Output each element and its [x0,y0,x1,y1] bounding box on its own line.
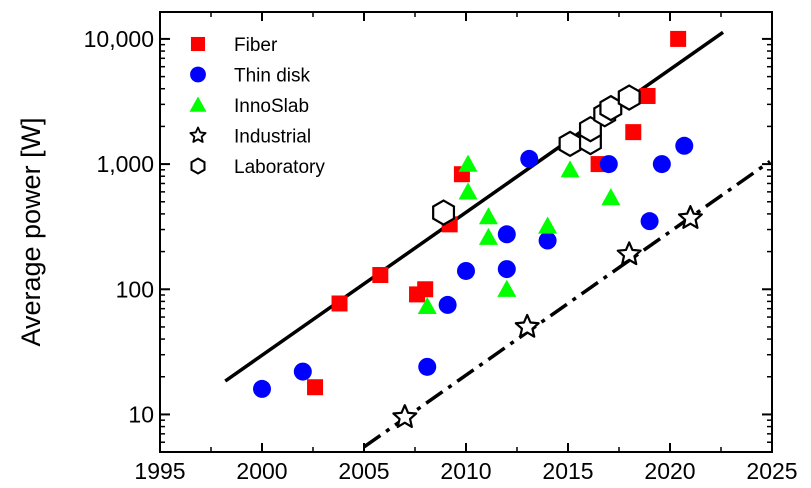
legend-fiber-label: Fiber [234,35,278,56]
legend: Fiber Thin disk InnoSlab Industrial Laborato… [189,35,325,178]
y-tick-label: 10,000 [84,26,154,52]
x-tick-label: 1995 [134,458,185,484]
legend-thin-disk-marker [190,66,206,83]
legend-laboratory-marker [190,157,206,175]
y-axis-title: Average power [W] [16,117,46,346]
thin-disk-point [640,212,659,231]
industrial-point [514,313,540,338]
axis-ticks [159,12,773,452]
innoslab-point [417,296,437,314]
fiber-point [625,124,642,141]
innoslab-point [601,188,621,206]
thin-disk-point [599,155,618,174]
innoslab-point [458,154,478,172]
thin-disk-point [520,149,539,168]
thin-disk-point [418,357,437,376]
axis-tick-labels: 1995 2000 2005 2010 2015 2020 2025 10 100 1,000 10… [84,26,798,484]
industrial-point [616,241,642,266]
thin-disk-point [457,261,475,280]
trend-line-dash-dot [362,160,771,449]
fiber-point [417,281,434,298]
innoslab-point [497,279,517,297]
laboratory-point [558,130,582,158]
laboratory-point [617,84,641,111]
innoslab-point [478,207,498,225]
x-tick-label: 2010 [440,458,491,484]
thin-disk-point [652,155,671,174]
thin-disk-point [438,295,457,314]
fiber-point [639,87,656,104]
innoslab-point [478,227,498,245]
industrial-point [677,205,703,229]
x-tick-label: 2015 [542,458,593,484]
y-tick-label: 10 [128,401,154,427]
innoslab-point [538,216,558,234]
thin-disk-point [293,362,312,381]
innoslab-point [560,160,580,178]
thin-disk-point [497,260,516,279]
innoslab-point [458,182,478,200]
thin-disk-point [538,231,557,250]
industrial-point [392,404,418,429]
data-markers [253,30,703,429]
x-tick-label: 2025 [746,458,797,484]
legend-fiber-marker [190,36,206,52]
y-tick-label: 100 [116,276,154,302]
fiber-point [670,30,687,47]
x-tick-label: 2000 [236,458,287,484]
legend-thin-disk-label: Thin disk [234,66,311,87]
thin-disk-point [497,225,516,244]
fiber-point [372,267,389,284]
legend-innoslab-marker [189,96,207,112]
thin-disk-point [253,379,271,398]
x-tick-label: 2005 [338,458,389,484]
thin-disk-point [675,136,694,155]
fiber-point [307,379,324,396]
legend-industrial-label: Industrial [234,127,311,148]
legend-innoslab-label: InnoSlab [234,96,309,117]
y-tick-label: 1,000 [96,151,154,177]
legend-industrial-marker [189,126,207,143]
laboratory-point [432,199,456,226]
legend-laboratory-label: Laboratory [234,157,325,178]
fiber-point [331,295,348,312]
x-tick-label: 2020 [644,458,695,484]
